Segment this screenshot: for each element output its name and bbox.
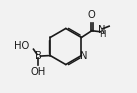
Text: N: N: [98, 25, 106, 35]
Text: N: N: [80, 50, 87, 61]
Text: HO: HO: [14, 41, 29, 51]
Text: O: O: [88, 10, 96, 20]
Text: B: B: [35, 51, 42, 61]
Text: H: H: [99, 30, 105, 39]
Text: OH: OH: [31, 67, 46, 77]
